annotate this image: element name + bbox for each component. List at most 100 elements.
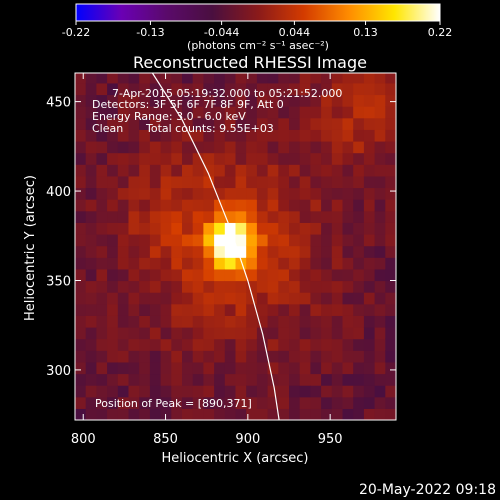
heatmap-cell <box>224 199 237 212</box>
heatmap-cell <box>246 175 258 189</box>
heatmap-cell <box>353 350 365 363</box>
heatmap-cell <box>235 73 247 84</box>
heatmap-cell <box>363 257 376 270</box>
heatmap-cell <box>310 164 322 177</box>
heatmap-cell <box>289 338 301 351</box>
heatmap-cell <box>192 280 204 293</box>
heatmap-cell <box>374 326 386 340</box>
heatmap-cell <box>160 396 172 409</box>
heatmap-cell <box>214 210 226 223</box>
heatmap-cell <box>117 350 130 363</box>
heatmap-cell <box>149 373 162 386</box>
heatmap-cell <box>256 164 269 177</box>
heatmap-cell <box>117 106 130 119</box>
heatmap-cell <box>203 129 215 142</box>
heatmap-cell <box>374 315 386 328</box>
heatmap-cell <box>363 233 376 247</box>
heatmap-cell <box>385 233 396 247</box>
heatmap-cell <box>246 268 258 282</box>
heatmap-cell <box>203 94 215 107</box>
heatmap-cell <box>128 175 140 189</box>
heatmap-cell <box>278 117 290 130</box>
heatmap-cell <box>246 280 258 293</box>
heatmap-cell <box>363 175 376 189</box>
x-tick-label: 950 <box>318 432 343 447</box>
heatmap-cell <box>331 280 344 293</box>
heatmap-cell <box>214 140 226 154</box>
heatmap-cell <box>321 361 333 375</box>
heatmap-cell <box>299 257 311 270</box>
heatmap-cell <box>107 373 119 386</box>
heatmap-cell <box>310 338 322 351</box>
heatmap-cell <box>235 257 247 270</box>
heatmap-cell <box>214 361 226 375</box>
info-total-counts: Total counts: 9.55E+03 <box>145 122 274 135</box>
heatmap-cell <box>374 350 386 363</box>
colorbar-units: (photons cm⁻² s⁻¹ asec⁻²) <box>187 39 329 52</box>
heatmap-cell <box>235 140 247 154</box>
heatmap-cell <box>139 175 151 189</box>
heatmap-cell <box>299 233 311 247</box>
heatmap-cell <box>192 315 204 328</box>
heatmap-cell <box>192 303 204 316</box>
heatmap-cell <box>117 129 130 142</box>
heatmap-cell <box>85 292 97 305</box>
heatmap-cell <box>149 106 162 119</box>
heatmap-cell <box>203 175 215 189</box>
heatmap-cell <box>214 373 226 386</box>
heatmap-cell <box>96 94 108 107</box>
heatmap-cell <box>331 268 344 282</box>
heatmap-cell <box>331 129 344 142</box>
heatmap-cell <box>385 152 396 165</box>
info-energy-range: Energy Range: 3.0 - 6.0 keV <box>92 110 246 123</box>
heatmap-cell <box>235 187 247 200</box>
heatmap-cell <box>96 140 108 154</box>
heatmap-cell <box>214 303 226 316</box>
heatmap-cell <box>256 373 269 386</box>
heatmap-cell <box>139 268 151 282</box>
heatmap-cell <box>235 361 247 375</box>
info-clean: Clean <box>92 122 123 135</box>
heatmap-cell <box>289 408 301 420</box>
heatmap-cell <box>385 94 396 107</box>
heatmap-cell <box>278 245 290 258</box>
heatmap-cell <box>256 210 269 223</box>
y-tick-label: 300 <box>46 364 71 379</box>
heatmap-cell <box>139 164 151 177</box>
heatmap-cell <box>299 396 311 409</box>
heatmap-cell <box>117 315 130 328</box>
heatmap-cell <box>374 73 386 84</box>
heatmap-cell <box>363 280 376 293</box>
heatmap-cell <box>107 140 119 154</box>
heatmap-cell <box>75 385 87 398</box>
heatmap-cell <box>321 338 333 351</box>
heatmap-cell <box>117 292 130 305</box>
heatmap-cell <box>310 408 322 420</box>
heatmap-cell <box>256 187 269 200</box>
heatmap-cell <box>224 280 237 293</box>
heatmap-cell <box>96 187 108 200</box>
y-tick-label: 400 <box>46 185 71 200</box>
heatmap-cell <box>256 82 269 96</box>
heatmap-cell <box>224 82 237 96</box>
heatmap-cell <box>224 315 237 328</box>
heatmap-cell <box>374 199 386 212</box>
heatmap-cell <box>235 233 247 247</box>
heatmap-cell <box>96 82 108 96</box>
heatmap-cell <box>289 210 301 223</box>
heatmap-cell <box>267 82 279 96</box>
heatmap-cell <box>128 187 140 200</box>
heatmap-cell <box>278 152 290 165</box>
heatmap-cell <box>363 73 376 84</box>
heatmap-cell <box>331 303 344 316</box>
heatmap-cell <box>96 361 108 375</box>
heatmap-cell <box>267 164 279 177</box>
heatmap-cell <box>203 350 215 363</box>
heatmap-cell <box>331 82 344 96</box>
heatmap-cell <box>192 152 204 165</box>
heatmap-cell <box>203 233 215 247</box>
heatmap-cell <box>160 233 172 247</box>
heatmap-cell <box>246 140 258 154</box>
heatmap-cell <box>117 94 130 107</box>
heatmap-cell <box>310 373 322 386</box>
